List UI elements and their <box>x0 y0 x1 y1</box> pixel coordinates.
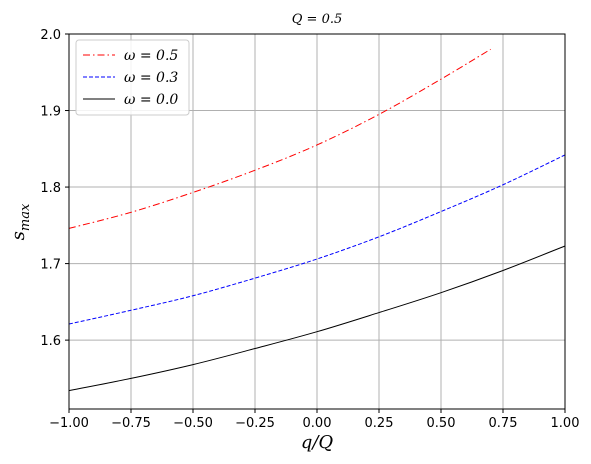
y-axis-label-subscript: max <box>18 203 33 231</box>
y-tick-label: 1.6 <box>40 334 61 349</box>
x-axis: −1.00 −0.75 −0.50 −0.25 0.00 0.25 0.50 0.75 1.00 <box>49 409 579 431</box>
series-layer <box>68 48 566 392</box>
x-tick-label: −0.25 <box>235 416 275 431</box>
x-axis-label: q/Q <box>301 432 334 453</box>
y-tick-label: 1.8 <box>40 181 61 196</box>
x-tick-label: −0.50 <box>173 416 213 431</box>
legend-label: ω = 0.5 <box>124 48 178 64</box>
x-tick-label: 0.50 <box>427 416 456 431</box>
y-tick-label: 1.9 <box>40 105 61 120</box>
series-line-2 <box>68 245 566 392</box>
legend-label: ω = 0.0 <box>124 92 178 108</box>
y-axis: 1.6 1.7 1.8 1.9 2.0 <box>40 28 69 349</box>
x-tick-label: −0.75 <box>111 416 151 431</box>
x-tick-label: 1.00 <box>551 416 580 431</box>
x-tick-label: 0.00 <box>303 416 332 431</box>
legend-box <box>75 39 190 116</box>
x-tick-label: 0.75 <box>489 416 518 431</box>
x-tick-label: 0.25 <box>365 416 394 431</box>
series-line-0 <box>68 48 491 229</box>
y-axis-label-main: s <box>8 231 29 240</box>
y-tick-label: 2.0 <box>40 28 61 43</box>
series-line-1 <box>68 154 566 325</box>
legend: ω = 0.5 ω = 0.3 ω = 0.0 <box>75 39 190 116</box>
y-tick-label: 1.7 <box>40 258 61 273</box>
chart-title: Q = 0.5 <box>292 12 343 27</box>
x-tick-label: −1.00 <box>49 416 89 431</box>
y-axis-label: smax <box>8 203 33 240</box>
legend-label: ω = 0.3 <box>124 70 178 86</box>
